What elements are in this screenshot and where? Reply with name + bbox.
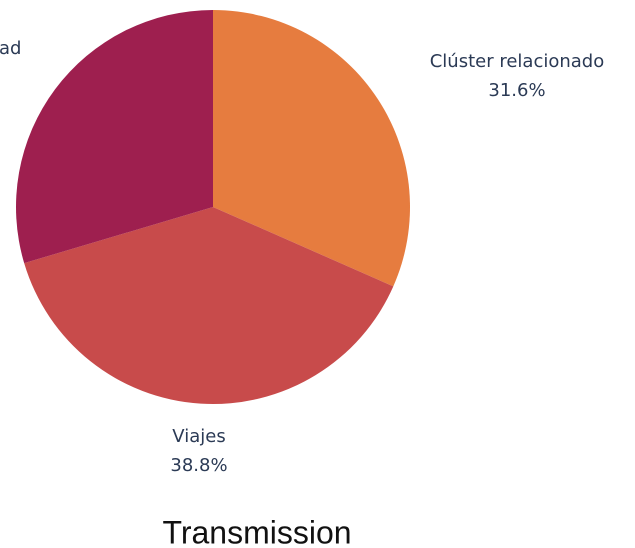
pie-slice	[213, 10, 410, 287]
slice-label: Comunidad	[0, 38, 21, 59]
slice-value: 38.8%	[170, 455, 227, 476]
pie-slice	[16, 10, 214, 264]
slice-label: Viajes	[172, 426, 225, 447]
slice-label: Clúster relacionado	[430, 51, 605, 72]
pie	[16, 10, 410, 404]
chart-title: Transmission	[162, 514, 351, 548]
pie-slice	[24, 207, 394, 404]
slice-value: 31.6%	[488, 80, 545, 101]
